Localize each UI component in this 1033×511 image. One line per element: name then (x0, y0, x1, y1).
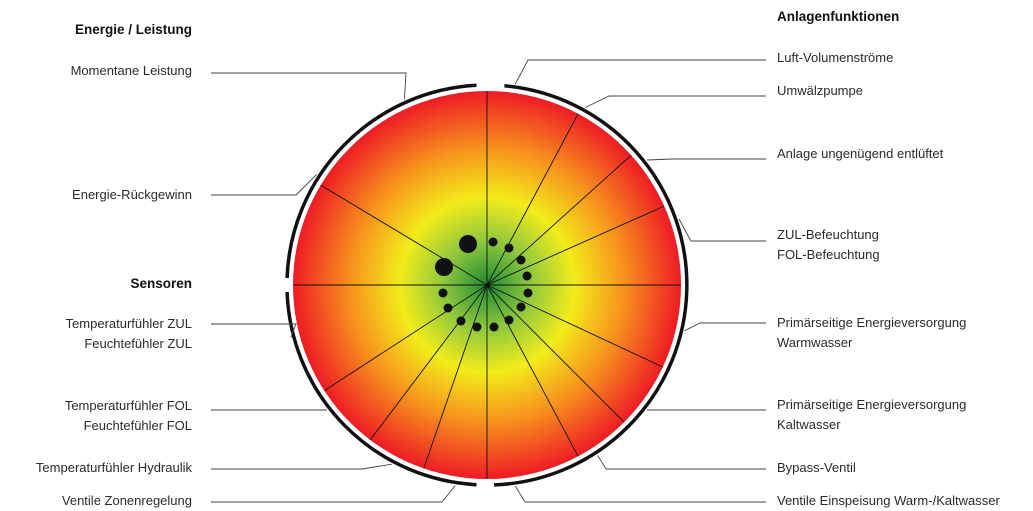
label-energieversorgung-warmwasser: Primärseitige Energieversorgung Warmwass… (777, 315, 967, 350)
spoke-5 (486, 284, 663, 368)
heading-sensoren: Sensoren (130, 276, 192, 291)
label-energieversorgung-kaltwasser: Primärseitige Energieversorgung Kaltwass… (777, 397, 967, 432)
indicator-dot-3 (504, 243, 514, 253)
indicator-dot-0 (459, 235, 477, 253)
label-bypass-ventil: Bypass-Ventil (777, 460, 856, 475)
spoke-10 (369, 284, 488, 441)
leader-line-0 (211, 72, 407, 100)
leader-line-7 (585, 95, 766, 108)
ring-arc-2 (285, 83, 477, 279)
spoke-11 (324, 284, 488, 392)
leader-lines (211, 59, 766, 503)
label-umwaelzpumpe: Umwälzpumpe (777, 83, 863, 98)
leader-line-2 (211, 323, 297, 338)
label-anlage-entlueftet: Anlage ungenügend entlüftet (777, 146, 944, 161)
spoke-9 (423, 284, 488, 469)
indicator-dot-10 (472, 322, 482, 332)
spoke-13 (320, 184, 488, 286)
spoke-6 (486, 284, 625, 423)
ring-arc-0 (493, 84, 689, 487)
label-ventile-einspeisung: Ventile Einspeisung Warm-/Kaltwasser (777, 493, 1000, 508)
leader-line-10 (684, 322, 766, 332)
indicator-dot-6 (523, 288, 533, 298)
indicator-dot-7 (516, 302, 526, 312)
heading-energie-leistung: Energie / Leistung (74, 22, 192, 37)
label-sensor-fol: Temperaturfühler FOL Feuchtefühler FOL (64, 398, 192, 433)
spoke-2 (486, 154, 632, 286)
wheel-spokes (293, 91, 681, 479)
leader-line-5 (211, 485, 456, 503)
leader-line-13 (514, 485, 766, 503)
indicator-dot-5 (522, 271, 532, 281)
spoke-1 (486, 113, 579, 286)
indicator-dot-11 (456, 316, 466, 326)
leader-line-6 (514, 59, 766, 85)
outer-ring-arcs (285, 83, 689, 487)
label-temperaturfuehler-hydraulik: Temperaturfühler Hydraulik (35, 460, 192, 475)
indicator-dots (435, 235, 533, 332)
label-energie-rueckgewinn: Energie-Rückgewinn (72, 187, 192, 202)
spoke-7 (486, 284, 579, 457)
ring-arc-1 (285, 291, 477, 487)
label-sensor-zul: Temperaturfühler ZUL Feuchtefühler ZUL (65, 316, 192, 351)
label-luft-volumenstroeme: Luft-Volumenströme (777, 50, 894, 65)
label-momentane-leistung: Momentane Leistung (70, 63, 192, 78)
indicator-dot-4 (516, 255, 526, 265)
indicator-dot-1 (435, 258, 453, 276)
leader-line-8 (646, 158, 766, 161)
leader-line-12 (597, 455, 766, 470)
indicator-dot-9 (489, 322, 499, 332)
leader-line-4 (211, 463, 392, 470)
spoke-3 (486, 205, 665, 286)
label-ventile-zonenregelung: Ventile Zonenregelung (61, 493, 192, 508)
label-befeuchtung: ZUL-Befeuchtung FOL-Befeuchtung (777, 227, 880, 262)
indicator-dot-2 (488, 237, 498, 247)
indicator-dot-12 (443, 303, 453, 313)
leader-line-1 (211, 174, 318, 196)
indicator-dot-13 (438, 288, 448, 298)
heading-anlagenfunktionen: Anlagenfunktionen (777, 9, 900, 24)
leader-line-9 (678, 218, 766, 242)
indicator-dot-8 (504, 315, 514, 325)
